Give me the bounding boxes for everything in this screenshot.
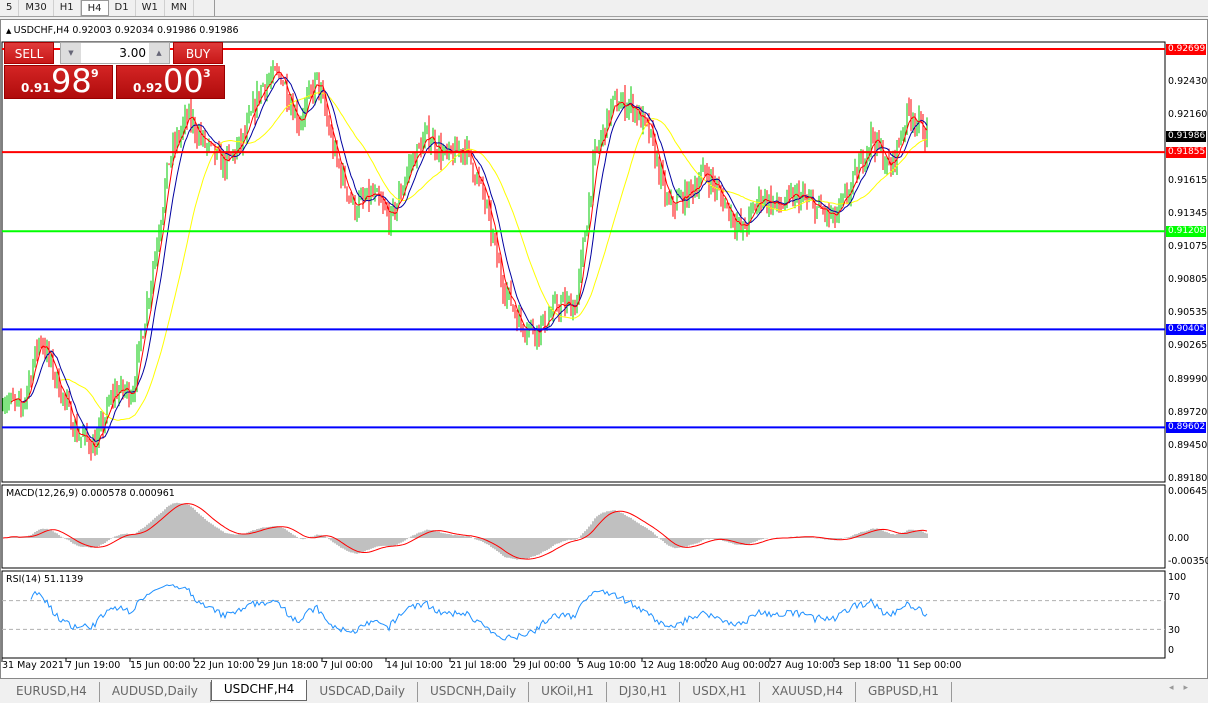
time-tick: 15 Jun 00:00: [130, 660, 191, 671]
price-tick: 0.89720: [1168, 407, 1208, 418]
lot-input[interactable]: [82, 44, 148, 62]
timeframe-d1[interactable]: D1: [109, 0, 136, 16]
time-tick: 14 Jul 10:00: [386, 660, 443, 671]
ma-mid-line: [20, 76, 928, 442]
chart-tab[interactable]: EURUSD,H4: [4, 682, 100, 702]
buy-price[interactable]: 0.92 00 3: [116, 62, 225, 100]
buy-price-big: 00: [163, 62, 204, 100]
time-tick: 20 Aug 00:00: [706, 660, 771, 671]
time-tick: 22 Jun 10:00: [194, 660, 255, 671]
sell-button[interactable]: SELL: [4, 42, 54, 64]
price-tick: 0.89990: [1168, 374, 1208, 386]
buy-price-pip: 3: [203, 67, 211, 80]
price-tick: 0.91345: [1168, 208, 1208, 220]
hline-price-tag: 0.91855: [1166, 147, 1206, 159]
hline-price-tag: 0.91208: [1166, 226, 1206, 238]
price-tick: 0.90265: [1168, 340, 1208, 352]
time-tick: 29 Jul 00:00: [514, 660, 571, 671]
timeframe-h1[interactable]: H1: [54, 0, 81, 16]
time-tick: 5 Aug 10:00: [578, 660, 637, 671]
chart-tab[interactable]: USDCAD,Daily: [307, 682, 418, 702]
chart-tab[interactable]: USDCNH,Daily: [418, 682, 530, 702]
chart-tab[interactable]: XAUUSD,H4: [760, 682, 856, 702]
macd-pane-frame: [1, 484, 1166, 569]
toolbar-divider: [213, 0, 1208, 16]
ohlc-values: 0.92003 0.92034 0.91986 0.91986: [72, 25, 239, 36]
rsi-tick: 0: [1168, 645, 1175, 656]
buy-price-prefix: 0.92: [133, 81, 163, 95]
macd-signal-line: [2, 503, 928, 560]
time-tick: 21 Jul 18:00: [450, 660, 507, 671]
time-tick: 7 Jun 19:00: [66, 660, 121, 671]
macd-tick: -0.003507: [1168, 556, 1208, 567]
price-tick: 0.92430: [1168, 75, 1208, 87]
time-tick: 3 Sep 18:00: [834, 660, 892, 671]
ma-fast-line: [10, 71, 928, 448]
current-price-tag: 0.91986: [1166, 131, 1206, 143]
symbol-label: USDCHF,H4: [13, 25, 70, 36]
chart-tab[interactable]: USDX,H1: [680, 682, 760, 702]
price-tick: 0.89180: [1168, 473, 1208, 484]
timeframe-mn[interactable]: MN: [165, 0, 194, 16]
price-tick: 0.90535: [1168, 307, 1208, 319]
chart-header: ▲ USDCHF,H4 0.92003 0.92034 0.91986 0.91…: [6, 25, 239, 36]
time-tick: 29 Jun 18:00: [258, 660, 319, 671]
hline-price-tag: 0.92699: [1166, 44, 1206, 55]
chart-tab[interactable]: USDCHF,H4: [210, 680, 308, 701]
macd-tick: 0.00: [1168, 533, 1190, 544]
price-tick: 0.92160: [1168, 108, 1208, 120]
rsi-tick: 30: [1168, 625, 1181, 636]
macd-tick: 0.006451: [1168, 486, 1208, 497]
chevron-up-icon[interactable]: ▲: [149, 43, 169, 63]
timeframe-h4[interactable]: H4: [80, 0, 109, 16]
rsi-tick: 70: [1168, 592, 1181, 603]
time-tick: 31 May 2021: [2, 660, 64, 671]
chevron-down-icon[interactable]: ▼: [61, 43, 81, 63]
chart-tab[interactable]: AUDUSD,Daily: [100, 682, 211, 702]
rsi-pane-frame: [1, 570, 1166, 659]
price-tick: 0.91075: [1168, 241, 1208, 253]
macd-label: MACD(12,26,9) 0.000578 0.000961: [6, 488, 175, 499]
timeframe-w1[interactable]: W1: [136, 0, 165, 16]
time-tick: 12 Aug 18:00: [642, 660, 707, 671]
rsi-line: [30, 584, 928, 641]
time-tick: 11 Sep 00:00: [898, 660, 962, 671]
price-tick: 0.89450: [1168, 440, 1208, 451]
sell-price[interactable]: 0.91 98 9: [4, 62, 113, 100]
tab-scroll-arrows[interactable]: ◂▸: [1168, 683, 1198, 693]
price-tick: 0.90805: [1168, 274, 1208, 286]
chart-tab[interactable]: UKOil,H1: [529, 682, 607, 702]
time-tick: 27 Aug 10:00: [770, 660, 835, 671]
rsi-tick: 100: [1168, 572, 1187, 583]
triangle-up-icon: ▲: [6, 27, 14, 35]
rsi-label: RSI(14) 51.1139: [6, 574, 84, 585]
sell-price-big: 98: [51, 62, 92, 100]
lot-stepper: ▼ ▲: [60, 42, 170, 64]
chart-tab[interactable]: GBPUSD,H1: [856, 682, 952, 702]
timeframe-5[interactable]: 5: [0, 0, 20, 16]
chart-tab[interactable]: DJ30,H1: [607, 682, 681, 702]
timeframe-m30[interactable]: M30: [19, 0, 54, 16]
buy-button[interactable]: BUY: [173, 42, 223, 64]
timeframe-toolbar: 5 M30 H1 H4 D1 W1 MN: [0, 0, 1208, 17]
sell-price-pip: 9: [91, 67, 99, 80]
hline-price-tag: 0.89602: [1166, 422, 1206, 434]
price-tick: 0.91615: [1168, 175, 1208, 187]
main-pane-frame: [1, 41, 1166, 483]
sell-price-prefix: 0.91: [21, 81, 51, 95]
chart-tabs: EURUSD,H4 AUDUSD,Daily USDCHF,H4 USDCAD,Dai…: [0, 680, 1208, 703]
time-tick: 7 Jul 00:00: [322, 660, 373, 671]
hline-price-tag: 0.90405: [1166, 324, 1206, 336]
ma-slow-line: [60, 92, 928, 421]
